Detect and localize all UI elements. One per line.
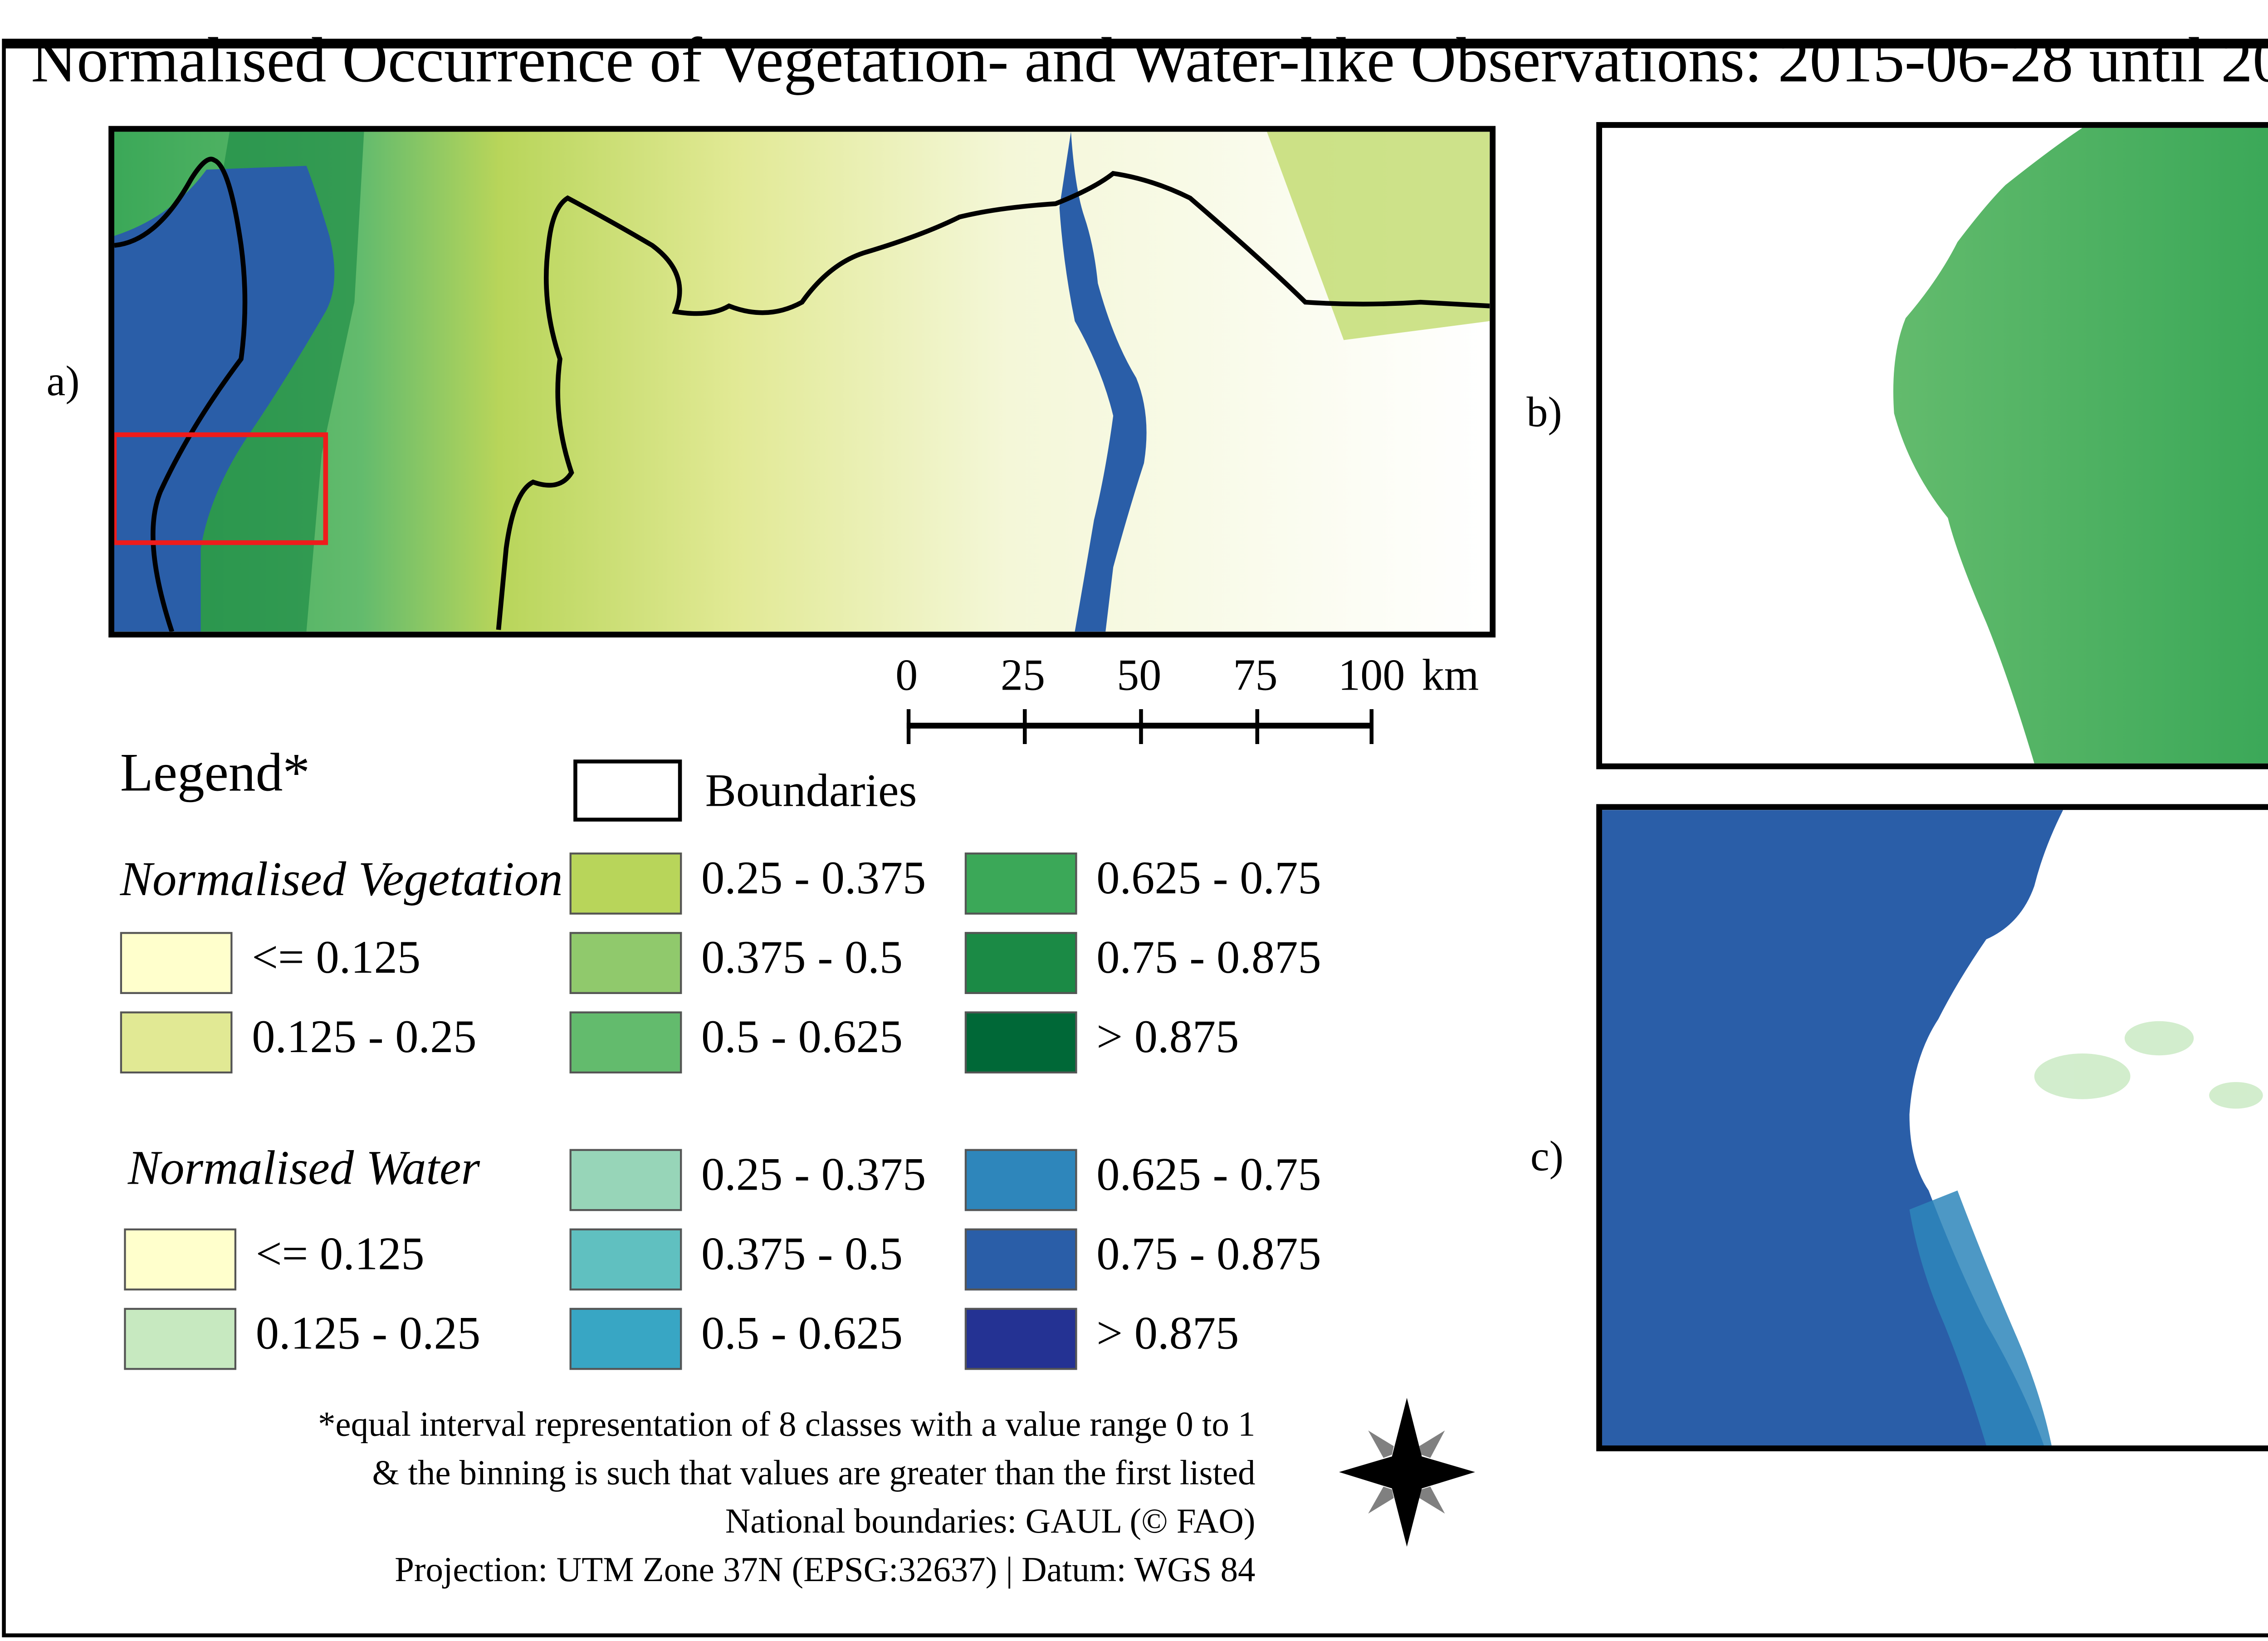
vegetation-layer: [1893, 127, 2268, 764]
water-swatch-0: [124, 1228, 237, 1291]
shallow-water: [1909, 1190, 2052, 1446]
map-panel-b[interactable]: [1596, 122, 2268, 769]
compass-rose-icon: [1339, 1398, 1475, 1547]
vegetation-class-label-1: 0.125 - 0.25: [252, 1013, 477, 1064]
boundaries-label: Boundaries: [705, 767, 917, 818]
map-b-canvas: [1893, 127, 2268, 764]
national-boundary: [496, 171, 1490, 630]
lake-shore-boundary: [114, 157, 248, 632]
vegetation-region-ne: [1266, 132, 1490, 340]
water-class-label-3: 0.375 - 0.5: [701, 1230, 903, 1281]
scalebar-large-tick-50: 50: [1117, 651, 1162, 700]
scalebar-large-tick-25: 25: [1000, 651, 1046, 700]
lake: [114, 166, 335, 632]
water-class-label-6: 0.75 - 0.875: [1096, 1230, 1321, 1281]
note-boundaries-source: National boundaries: GAUL (© FAO): [725, 1501, 1256, 1541]
vegetation-class-label-7: > 0.875: [1096, 1013, 1239, 1064]
scalebar-large-tick-75: 75: [1233, 651, 1278, 700]
boundaries-swatch: [573, 759, 682, 822]
water-class-label-4: 0.5 - 0.625: [701, 1310, 903, 1361]
map-a-canvas: [114, 132, 1490, 632]
scalebar-large-unit: km: [1422, 651, 1479, 700]
vegetation-swatch-1: [120, 1011, 233, 1074]
vegetation-swatch-7: [964, 1011, 1077, 1074]
vegetation-class-label-6: 0.75 - 0.875: [1096, 934, 1321, 985]
water-class-label-2: 0.25 - 0.375: [701, 1151, 926, 1201]
water-swatch-4: [569, 1308, 682, 1370]
vegetation-class-label-3: 0.375 - 0.5: [701, 934, 903, 985]
note-binning: & the binning is such that values are gr…: [372, 1453, 1256, 1492]
water-class-label-1: 0.125 - 0.25: [255, 1310, 481, 1361]
vegetation-swatch-5: [964, 852, 1077, 915]
low-water-patches: [2034, 1021, 2263, 1109]
vegetation-class-label-5: 0.625 - 0.75: [1096, 854, 1321, 905]
water-class-label-0: <= 0.125: [255, 1230, 425, 1281]
vegetation-legend-title: Normalised Vegetation: [120, 854, 563, 907]
vegetation-swatch-6: [964, 932, 1077, 994]
water-legend-title: Normalised Water: [127, 1143, 480, 1196]
river: [1059, 132, 1147, 632]
vegetation-swatch-0: [120, 932, 233, 994]
water-swatch-5: [964, 1149, 1077, 1211]
scalebar-large: 0 25 50 75 100 km: [895, 651, 1527, 748]
vegetation-class-label-4: 0.5 - 0.625: [701, 1013, 903, 1064]
vegetation-swatch-2: [569, 852, 682, 915]
water-swatch-7: [964, 1308, 1077, 1370]
scalebar-large-tick-100: 100: [1338, 651, 1405, 700]
water-swatch-3: [569, 1228, 682, 1291]
water-swatch-1: [124, 1308, 237, 1370]
panel-label-c: c): [1530, 1132, 1564, 1180]
note-projection: Projection: UTM Zone 37N (EPSG:32637) | …: [395, 1550, 1256, 1589]
map-panel-a[interactable]: [108, 126, 1496, 638]
scalebar-large-bar: [906, 709, 1374, 744]
water-class-label-7: > 0.875: [1096, 1310, 1239, 1361]
map-c-canvas: [1602, 810, 2263, 1446]
legend-title: Legend*: [120, 744, 310, 804]
map-panel-c[interactable]: [1596, 804, 2268, 1451]
vegetation-class-label-0: <= 0.125: [252, 934, 421, 985]
figure-title: Normalised Occurrence of Vegetation- and…: [31, 27, 2268, 97]
scalebar-large-tick-0: 0: [895, 651, 918, 700]
vegetation-class-label-2: 0.25 - 0.375: [701, 854, 926, 905]
vegetation-swatch-4: [569, 1011, 682, 1074]
figure-frame: [2, 39, 2268, 1637]
water-class-label-5: 0.625 - 0.75: [1096, 1151, 1321, 1201]
vegetation-swatch-3: [569, 932, 682, 994]
water-swatch-6: [964, 1228, 1077, 1291]
water-swatch-2: [569, 1149, 682, 1211]
inset-extent-box[interactable]: [114, 432, 328, 545]
panel-label-a: a): [46, 356, 80, 405]
note-classes: *equal interval representation of 8 clas…: [318, 1405, 1256, 1444]
panel-label-b: b): [1526, 387, 1562, 436]
